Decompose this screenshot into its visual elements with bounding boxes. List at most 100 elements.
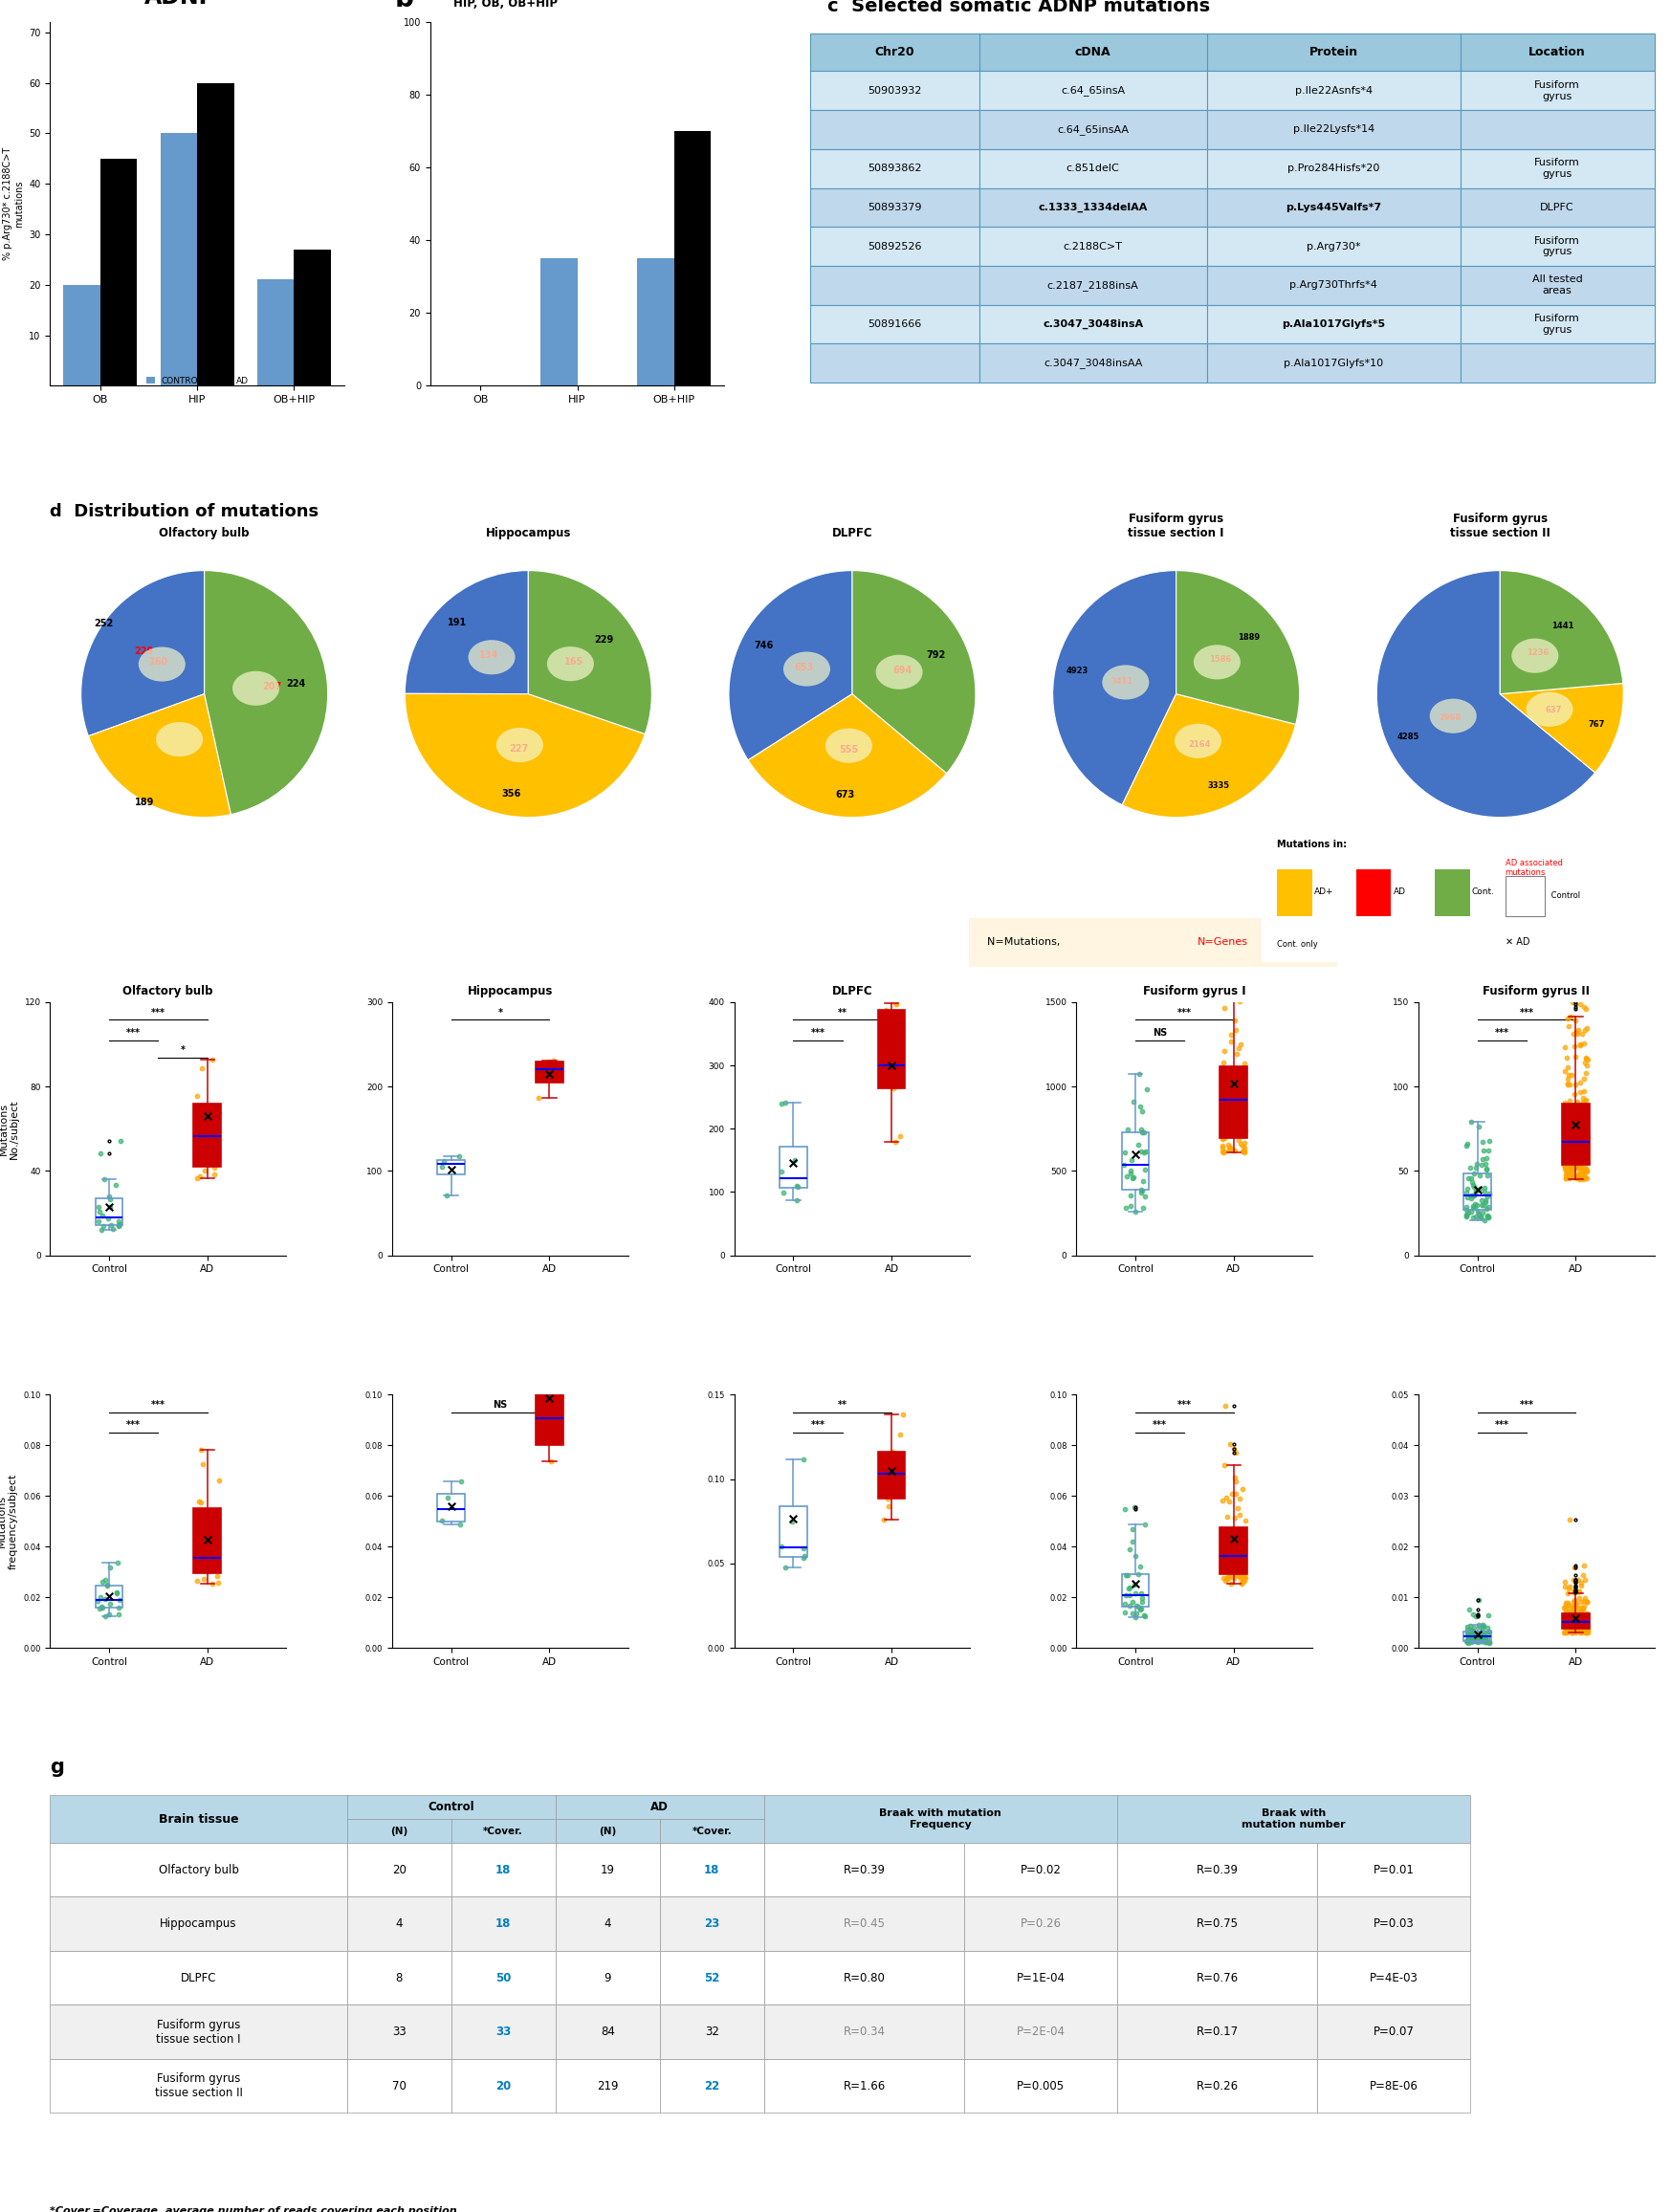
Point <box>1474 1615 1501 1650</box>
Point <box>446 1139 473 1175</box>
Text: 4: 4 <box>603 1918 612 1931</box>
Text: 1889: 1889 <box>1238 633 1260 641</box>
Point <box>1470 1621 1497 1657</box>
Point <box>1464 1615 1491 1650</box>
Text: 20: 20 <box>496 2079 511 2093</box>
Point <box>1571 1579 1597 1615</box>
Point <box>1131 1152 1158 1188</box>
Point <box>1216 1099 1243 1135</box>
Text: 20: 20 <box>393 1865 406 1876</box>
FancyBboxPatch shape <box>1317 1951 1470 2004</box>
FancyBboxPatch shape <box>964 1898 1116 1951</box>
Point <box>1551 1615 1577 1650</box>
Point <box>1467 1199 1494 1234</box>
Point <box>884 1064 911 1099</box>
Point <box>1569 1608 1596 1644</box>
Point <box>1472 1624 1499 1659</box>
Text: 189: 189 <box>135 796 155 807</box>
Point <box>1566 1610 1592 1646</box>
FancyBboxPatch shape <box>1206 305 1460 343</box>
Point <box>1556 1502 1582 1537</box>
FancyBboxPatch shape <box>1460 33 1654 71</box>
Point <box>1569 1606 1596 1641</box>
Text: p.Pro284Hisfs*20: p.Pro284Hisfs*20 <box>1287 164 1380 173</box>
Point <box>1567 1597 1594 1632</box>
Point <box>1470 1175 1497 1210</box>
Point <box>1572 1608 1599 1644</box>
Point <box>1232 1555 1258 1590</box>
FancyBboxPatch shape <box>810 188 979 228</box>
Point <box>1121 1137 1148 1172</box>
Point <box>1455 1593 1482 1628</box>
Point <box>1220 1307 1247 1343</box>
Point <box>1454 1126 1481 1161</box>
Point <box>1564 1108 1591 1144</box>
Text: R=0.26: R=0.26 <box>1196 2079 1238 2093</box>
Text: *Cover.: *Cover. <box>483 1827 523 1836</box>
Point <box>1559 1615 1586 1650</box>
Legend: CONTROL, AD: CONTROL, AD <box>142 374 252 389</box>
Point <box>104 1575 130 1610</box>
Point <box>95 1190 122 1225</box>
Point <box>1211 1533 1238 1568</box>
Point <box>1552 1586 1579 1621</box>
Text: 18: 18 <box>496 1918 511 1931</box>
Point <box>1551 1084 1577 1119</box>
Point <box>872 1048 899 1084</box>
Point <box>1556 1588 1582 1624</box>
Point <box>1557 1613 1584 1648</box>
Point <box>199 1566 226 1601</box>
Text: P=0.26: P=0.26 <box>1019 1918 1061 1931</box>
Point <box>1470 1133 1497 1168</box>
Point <box>1551 1126 1577 1161</box>
Text: c.3047_3048insAA: c.3047_3048insAA <box>1044 358 1143 367</box>
Point <box>1130 1190 1156 1225</box>
Point <box>1561 1002 1587 1037</box>
Point <box>1216 1130 1243 1166</box>
Text: 653: 653 <box>794 661 814 672</box>
Point <box>1460 1615 1487 1650</box>
Ellipse shape <box>496 728 543 763</box>
Point <box>1454 1626 1481 1661</box>
Text: All tested
areas: All tested areas <box>1532 274 1582 296</box>
Point <box>105 1597 132 1632</box>
Point <box>1131 1597 1158 1632</box>
Point <box>1569 1106 1596 1141</box>
Point <box>1566 1595 1592 1630</box>
Point <box>1211 1119 1238 1155</box>
Text: 746: 746 <box>754 641 774 650</box>
Point <box>206 1462 232 1498</box>
Point <box>97 1190 124 1225</box>
Point <box>1562 1606 1589 1641</box>
Point <box>448 1464 475 1500</box>
Point <box>1211 1533 1238 1568</box>
Point <box>536 1057 563 1093</box>
Text: 229: 229 <box>593 635 613 646</box>
Point <box>104 1544 130 1579</box>
Point <box>1475 1613 1502 1648</box>
Text: ***: *** <box>150 1009 165 1018</box>
Point <box>1223 1035 1250 1071</box>
Point <box>97 1181 124 1217</box>
Text: Braak with
mutation number: Braak with mutation number <box>1242 1809 1345 1829</box>
Point <box>1215 1128 1242 1164</box>
Point <box>1562 1601 1589 1637</box>
Point <box>1559 984 1586 1020</box>
Text: *Cover.=Coverage, average number of reads covering each position: *Cover.=Coverage, average number of read… <box>50 2208 458 2212</box>
Point <box>1121 1575 1148 1610</box>
Point <box>1216 1068 1243 1104</box>
Point <box>1464 1619 1491 1655</box>
Point <box>202 1130 229 1166</box>
Text: p.Ile22Lysfs*14: p.Ile22Lysfs*14 <box>1293 124 1374 135</box>
Wedge shape <box>749 695 947 816</box>
Point <box>1228 1566 1255 1601</box>
Point <box>1574 1110 1601 1146</box>
Text: Control: Control <box>428 1801 475 1814</box>
Text: P=8E-06: P=8E-06 <box>1369 2079 1419 2093</box>
Text: 50893379: 50893379 <box>867 204 922 212</box>
Point <box>1556 1613 1582 1648</box>
Point <box>1223 1115 1250 1150</box>
Text: 4285: 4285 <box>1397 732 1420 741</box>
Point <box>1552 1610 1579 1646</box>
Point <box>1557 1155 1584 1190</box>
